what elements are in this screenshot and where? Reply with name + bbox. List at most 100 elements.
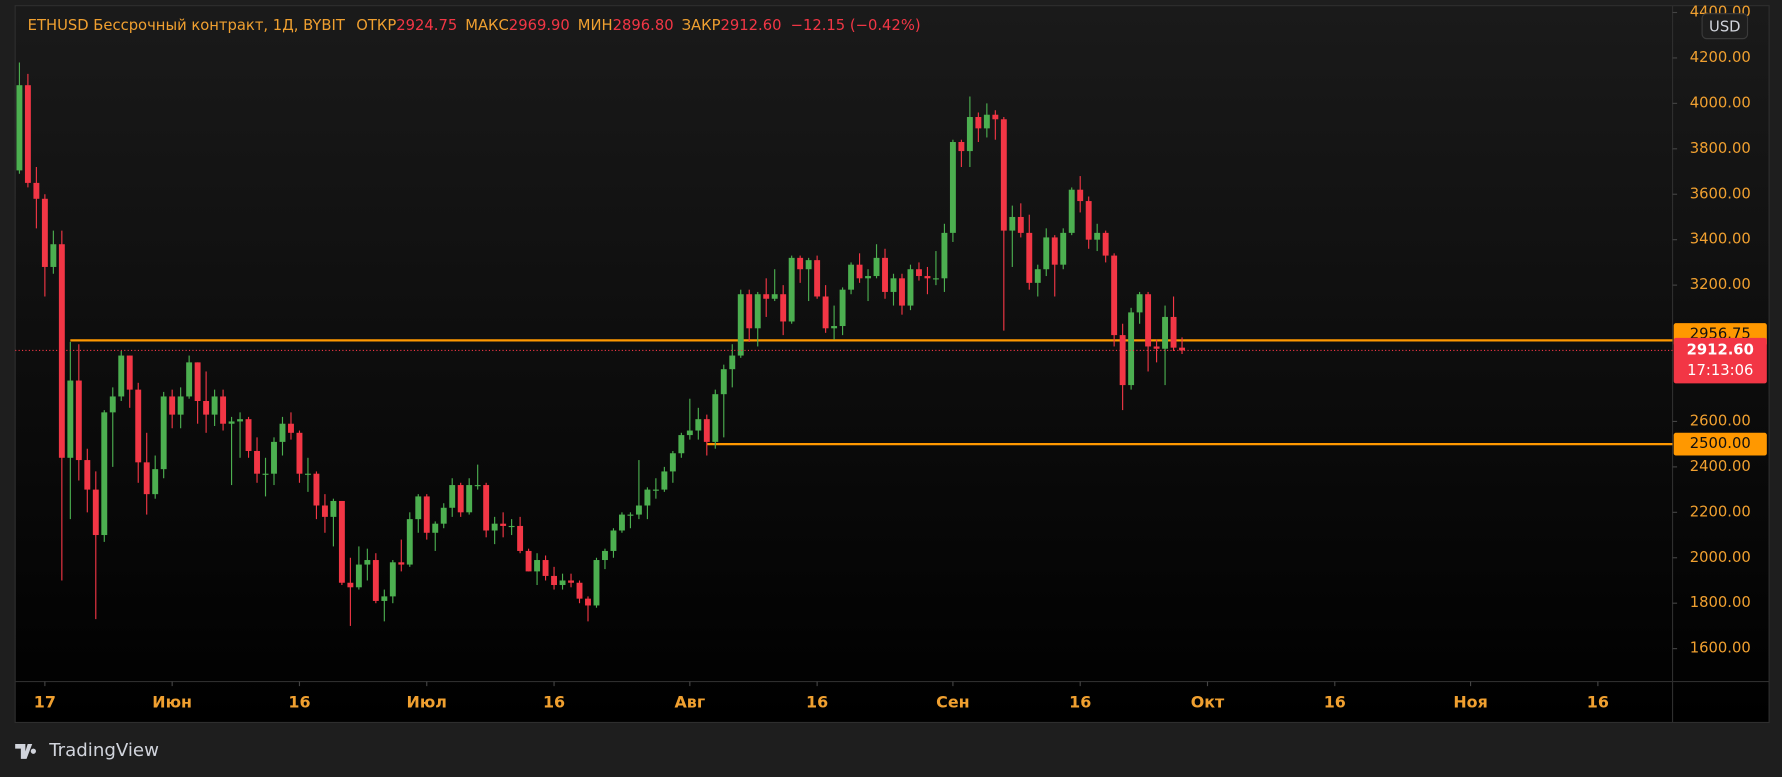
x-tick-label: 16: [1069, 693, 1091, 712]
candle-body: [661, 471, 668, 490]
candle-body: [831, 326, 838, 329]
candle-body: [737, 294, 744, 356]
x-tick-label: Июн: [152, 693, 192, 712]
candle-body: [1136, 294, 1143, 313]
brand-name: TradingView: [48, 740, 159, 761]
chart-pane: [14, 5, 1770, 724]
candle-body: [610, 530, 617, 551]
candle-body: [1119, 335, 1126, 386]
candle-body: [703, 419, 710, 442]
level-badge: [1673, 432, 1767, 456]
candle-body: [924, 276, 931, 279]
level-badge-label: 2500.00: [1690, 435, 1751, 452]
candle-body: [1153, 346, 1160, 349]
candle-body: [1077, 189, 1084, 202]
candle-body: [983, 114, 990, 129]
x-tick-label: Ноя: [1453, 693, 1487, 712]
candle-body: [33, 182, 40, 199]
candle-body: [508, 525, 515, 528]
candle-body: [118, 355, 125, 397]
candle-body: [932, 278, 939, 280]
legend-header: ETHUSD Бессрочный контракт, 1Д, BYBIT ОТК…: [28, 17, 921, 34]
candle-body: [313, 473, 320, 506]
candle-body: [992, 114, 999, 120]
candle-body: [525, 550, 532, 572]
candle-body: [788, 257, 795, 322]
ohlc-value: 2924.75: [396, 17, 457, 34]
candle-body: [457, 485, 464, 513]
candle-body: [712, 394, 719, 442]
candle-body: [296, 432, 303, 474]
candle-body: [186, 362, 193, 397]
candle-body: [907, 269, 914, 306]
ohlc-label: ЗАКР: [682, 17, 721, 34]
y-tick-label: 1800.00: [1690, 594, 1751, 611]
candle-body: [203, 400, 210, 415]
candle-body: [865, 276, 871, 279]
candle-body: [406, 519, 413, 565]
x-tick-label: 16: [1324, 693, 1346, 712]
y-tick-label: 2400.00: [1690, 458, 1751, 475]
logo-icon: [15, 744, 36, 759]
candle-body: [678, 435, 685, 454]
y-tick-label: 1600.00: [1690, 640, 1751, 657]
candle-body: [644, 489, 651, 506]
candle-body: [814, 260, 821, 297]
candle-body: [67, 380, 74, 458]
ohlc-value: 2912.60: [721, 17, 782, 34]
change-value: −12.15 (−0.42%): [791, 17, 921, 34]
x-tick-label: Сен: [936, 693, 969, 712]
candle-body: [491, 523, 498, 531]
candle-body: [517, 525, 524, 551]
candle-body: [1060, 232, 1067, 265]
candle-body: [1179, 347, 1185, 351]
candle-body: [169, 396, 176, 415]
candle-body: [84, 460, 91, 490]
candle-body: [372, 560, 379, 601]
candle-body: [966, 117, 973, 152]
y-tick-label: 3200.00: [1690, 276, 1751, 293]
axes: 1600.00 1800.00 2000.00 2200.00 2400.00 2600.…: [34, 3, 1767, 712]
x-tick-label: 17: [34, 693, 56, 712]
ohlc-label: ОТКР: [356, 17, 396, 34]
candle-body: [24, 85, 31, 183]
candle-body: [440, 507, 447, 524]
candle-body: [771, 294, 778, 299]
candle-body: [1026, 232, 1033, 283]
x-tick-label: 16: [1587, 693, 1609, 712]
candle-body: [873, 257, 880, 277]
candle-body: [1162, 316, 1169, 349]
last-price-badge: [1673, 337, 1767, 384]
candle-body: [1000, 119, 1007, 231]
candle-body: [389, 562, 396, 597]
candle-body: [542, 560, 549, 576]
candle-body: [177, 396, 184, 415]
currency-button[interactable]: [1701, 13, 1749, 40]
candle-body: [330, 500, 337, 517]
candle-body: [551, 575, 558, 586]
candle-body: [381, 596, 388, 601]
candle-body: [347, 582, 354, 588]
candle-body: [415, 496, 422, 520]
candle-body: [669, 453, 676, 472]
candle-body: [160, 396, 167, 470]
candle-body: [271, 441, 277, 474]
candle-body: [1051, 237, 1058, 265]
brand-logo: TradingView: [15, 740, 159, 761]
candle-body: [228, 421, 235, 424]
candle-body: [958, 141, 965, 152]
currency-label: USD: [1709, 18, 1741, 35]
candle-body: [882, 257, 888, 292]
candle-body: [618, 514, 625, 531]
candle-body: [899, 278, 905, 306]
y-tick-label: 3400.00: [1690, 231, 1751, 248]
candle-body: [304, 473, 311, 475]
candle-body: [126, 355, 133, 390]
candle-body: [1170, 316, 1177, 348]
candle-body: [602, 550, 608, 561]
candle-body: [695, 419, 702, 431]
x-tick-label: 16: [288, 693, 310, 712]
y-tick-label: 2000.00: [1690, 549, 1751, 566]
candle-body: [729, 355, 736, 370]
